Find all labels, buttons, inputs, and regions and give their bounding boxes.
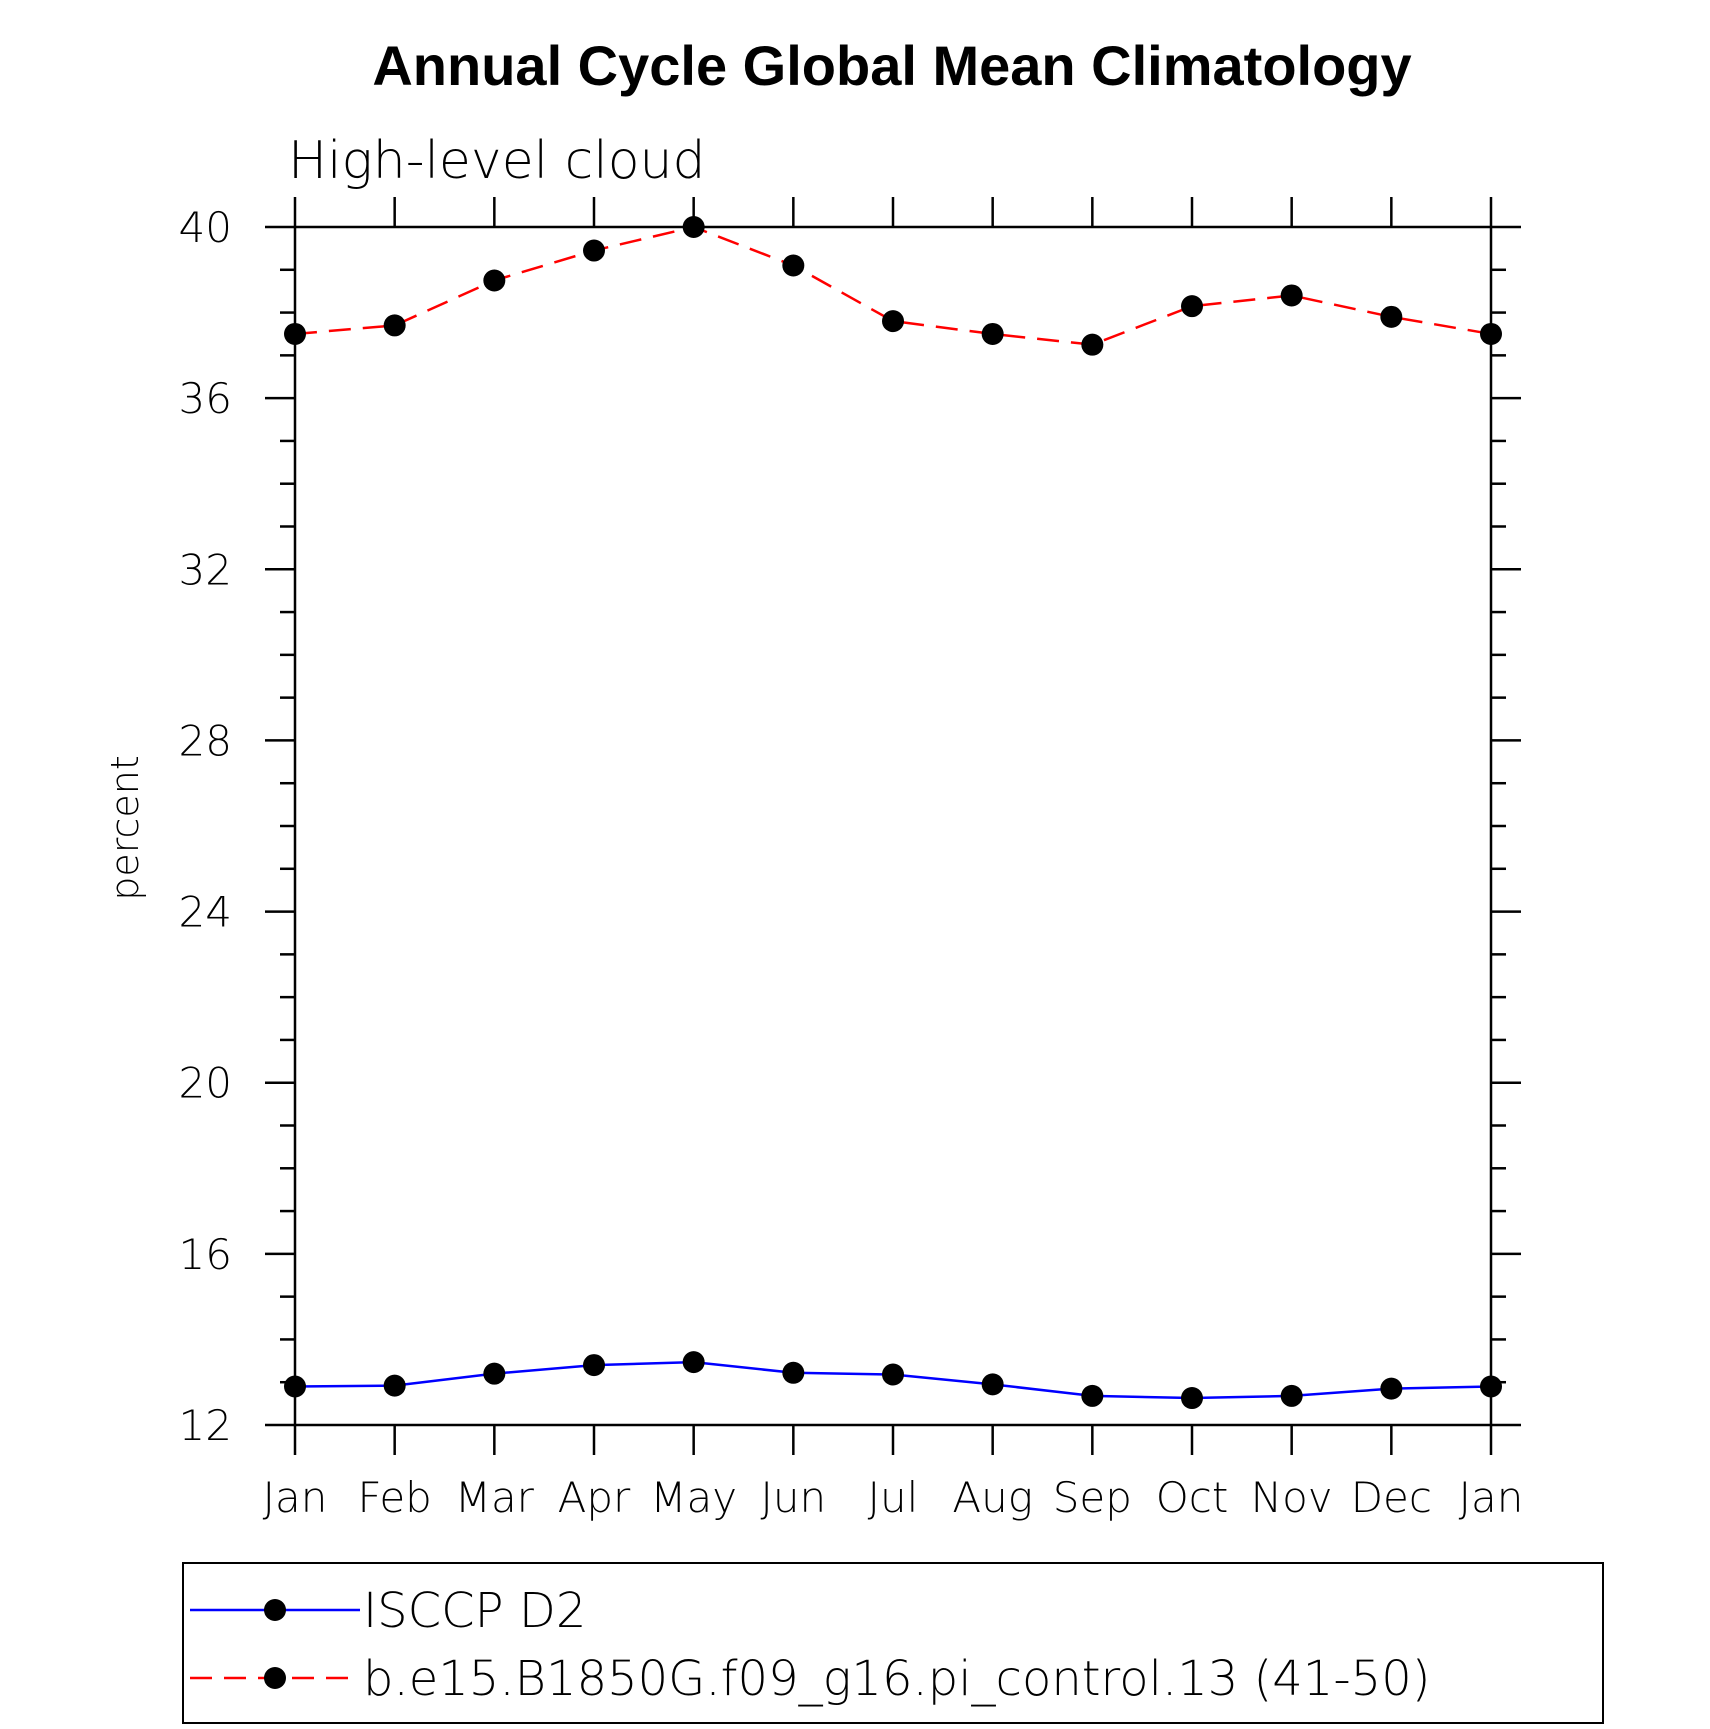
- x-tick-label: Jul: [868, 1473, 919, 1522]
- data-point: [583, 239, 605, 262]
- x-tick-label: Jan: [263, 1473, 328, 1522]
- y-tick-label: 28: [179, 716, 232, 765]
- x-tick-label: Feb: [357, 1473, 431, 1522]
- legend-label: ISCCP D2: [363, 1583, 586, 1639]
- data-point: [782, 1361, 805, 1384]
- data-point: [1480, 1375, 1502, 1398]
- data-point: [1380, 1377, 1403, 1400]
- axis-ticks: [265, 197, 1521, 1455]
- chart-title: Annual Cycle Global Mean Climatology: [372, 34, 1411, 97]
- data-point: [1081, 333, 1104, 356]
- data-point: [882, 1363, 904, 1386]
- data-point: [383, 314, 406, 337]
- x-tick-label: Nov: [1251, 1473, 1333, 1522]
- x-tick-label: Dec: [1351, 1473, 1432, 1522]
- data-point: [483, 1362, 506, 1385]
- y-tick-label: 16: [179, 1230, 232, 1279]
- data-point: [1480, 322, 1502, 345]
- y-tick-label: 40: [179, 203, 232, 252]
- y-axis-label: percent: [103, 755, 147, 901]
- data-point: [583, 1354, 605, 1377]
- x-tick-label: Oct: [1156, 1473, 1229, 1522]
- y-tick-label: 20: [179, 1059, 232, 1108]
- data-point: [1280, 284, 1303, 307]
- plot-frame: [293, 225, 1493, 1427]
- series-1: [284, 216, 1502, 356]
- x-tick-label: Apr: [558, 1473, 631, 1522]
- y-tick-label: 32: [179, 545, 232, 594]
- data-point: [1380, 305, 1403, 328]
- data-point: [682, 1351, 705, 1374]
- data-point: [782, 254, 805, 277]
- series-layer: [284, 216, 1502, 1410]
- legend: ISCCP D2 b.e15.B1850G.f09_g16.pi_control.…: [190, 1583, 1430, 1707]
- x-tick-label: Jun: [761, 1473, 827, 1522]
- legend-marker: [264, 1599, 286, 1621]
- legend-label: b.e15.B1850G.f09_g16.pi_control.13 (41-5…: [363, 1651, 1430, 1707]
- data-point: [1081, 1384, 1104, 1407]
- data-point: [981, 322, 1004, 345]
- data-point: [882, 310, 904, 333]
- legend-box: [182, 1562, 1604, 1724]
- x-tick-label: May: [650, 1473, 737, 1522]
- x-tick-label: Jan: [1459, 1473, 1524, 1522]
- data-point: [1181, 1387, 1203, 1410]
- data-point: [682, 216, 705, 238]
- data-point: [284, 1375, 306, 1398]
- data-point: [284, 322, 306, 345]
- y-tick-label: 24: [179, 888, 232, 937]
- data-point: [981, 1373, 1004, 1396]
- tick-labels: Jan Feb Mar Apr May Jun Jul Aug Sep Oct Nov Dec Jan 1…: [179, 203, 1524, 1522]
- series-0: [284, 1351, 1502, 1410]
- data-point: [1181, 295, 1203, 318]
- y-tick-label: 36: [179, 374, 232, 423]
- legend-marker: [264, 1667, 286, 1689]
- data-point: [383, 1374, 406, 1397]
- data-point: [483, 269, 506, 292]
- x-tick-label: Mar: [455, 1473, 535, 1522]
- data-point: [1280, 1384, 1303, 1407]
- chart-subtitle: High-level cloud: [288, 131, 705, 191]
- x-tick-label: Aug: [952, 1473, 1033, 1522]
- x-tick-label: Sep: [1053, 1473, 1132, 1522]
- y-tick-label: 12: [179, 1401, 232, 1450]
